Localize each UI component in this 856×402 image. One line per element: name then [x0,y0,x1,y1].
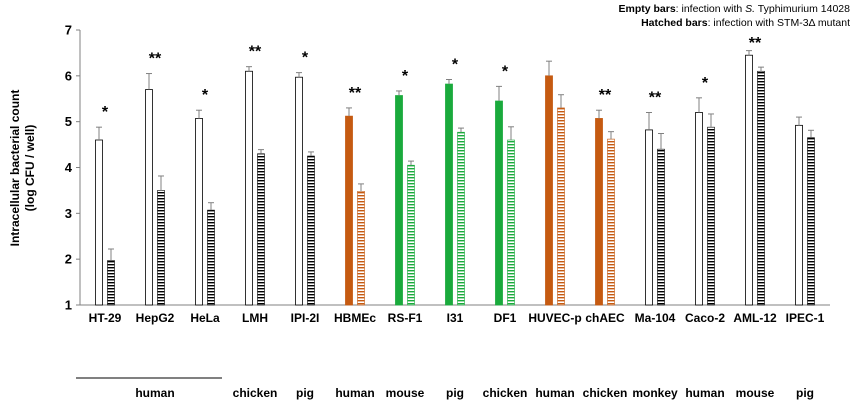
y-tick-label: 5 [65,114,72,129]
labels: *HT-29**HepG2*HeLa**LMH*IPI-2I**HBMEc*RS… [76,35,825,400]
species-label: human [535,386,574,400]
significance-marker: ** [649,90,662,107]
x-tick-label: RS-F1 [388,311,423,325]
y-axis-label: Intracellular bacterial count(log CFU / … [8,90,37,247]
bar-mutant-i31 [457,131,465,306]
significance-marker: * [102,104,109,121]
bar-wildtype-caco-2 [695,112,703,306]
species-label: mouse [736,386,775,400]
bar-wildtype-huvec-p [545,75,553,306]
species-label: mouse [386,386,425,400]
x-tick-label: DF1 [494,311,517,325]
bars [95,50,815,306]
bar-mutant-hela [207,209,215,306]
bar-mutant-aml-12 [757,70,765,306]
x-tick-label: LMH [242,311,268,325]
bar-mutant-rs-f1 [407,164,415,306]
bar-mutant-chaec [607,138,615,306]
axes: 1 2 3 4 5 6 7 [65,23,830,313]
significance-marker: * [402,68,409,85]
bar-wildtype-df1 [495,100,503,306]
bar-wildtype-aml-12 [745,54,753,306]
significance-marker: * [202,87,209,104]
bar-mutant-ht-29 [107,260,115,306]
x-tick-label: HUVEC-p [528,311,581,325]
bar-wildtype-rs-f1 [395,95,403,306]
legend: Empty bars: infection with S. Typhimuriu… [618,3,850,29]
bar-wildtype-ht-29 [95,139,103,306]
bar-wildtype-hbmec [345,115,353,306]
x-tick-label: HT-29 [89,311,122,325]
species-label: chicken [483,386,528,400]
bar-wildtype-chaec [595,118,603,306]
x-tick-label: HBMEc [334,311,376,325]
bar-mutant-df1 [507,139,515,306]
significance-marker: * [302,50,309,67]
species-label: monkey [632,386,678,400]
y-tick-label: 3 [65,206,72,221]
x-tick-label: AML-12 [733,311,777,325]
bar-wildtype-ipec-1 [795,124,803,306]
species-label: chicken [233,386,278,400]
x-tick-label: I31 [447,311,464,325]
bar-mutant-hepg2 [157,190,165,306]
significance-marker: ** [349,85,362,102]
species-label: human [685,386,724,400]
significance-marker: * [502,63,509,80]
significance-marker: ** [149,51,162,68]
bar-mutant-lmh [257,153,265,306]
species-label: pig [446,386,464,400]
bar-mutant-ipec-1 [807,137,815,306]
species-label: human [335,386,374,400]
x-tick-label: chAEC [585,311,625,325]
y-tick-label: 6 [65,68,72,83]
significance-marker: ** [599,87,612,104]
bar-mutant-huvec-p [557,107,565,306]
significance-marker: ** [749,35,762,52]
bar-wildtype-i31 [445,83,453,306]
bar-mutant-caco-2 [707,126,715,306]
legend-empty-bars: Empty bars: infection with S. Typhimuriu… [618,3,850,15]
bar-wildtype-hepg2 [145,89,153,306]
y-tick-label: 4 [65,160,73,175]
x-tick-label: IPI-2I [291,311,320,325]
x-tick-label: HeLa [190,311,220,325]
species-label: pig [296,386,314,400]
y-tick-label: 7 [65,23,72,38]
x-tick-label: Caco-2 [685,311,725,325]
bar-mutant-ipi-2i [307,155,315,306]
x-tick-label: HepG2 [136,311,175,325]
bar-wildtype-hela [195,118,203,306]
legend-hatched-bars: Hatched bars: infection with STM-3Δ muta… [641,17,850,29]
species-label: human [135,386,174,400]
bar-mutant-ma-104 [657,148,665,306]
bar-wildtype-ipi-2i [295,76,303,306]
bar-wildtype-ma-104 [645,129,653,306]
significance-marker: * [702,75,709,92]
y-tick-label: 2 [65,252,72,267]
species-label: chicken [583,386,628,400]
bar-mutant-hbmec [357,191,365,306]
significance-marker: ** [249,44,262,61]
x-tick-label: IPEC-1 [786,311,825,325]
x-tick-label: Ma-104 [635,311,676,325]
bar-wildtype-lmh [245,70,253,306]
species-label: pig [796,386,814,400]
y-tick-label: 1 [65,298,72,313]
significance-marker: * [452,57,459,74]
